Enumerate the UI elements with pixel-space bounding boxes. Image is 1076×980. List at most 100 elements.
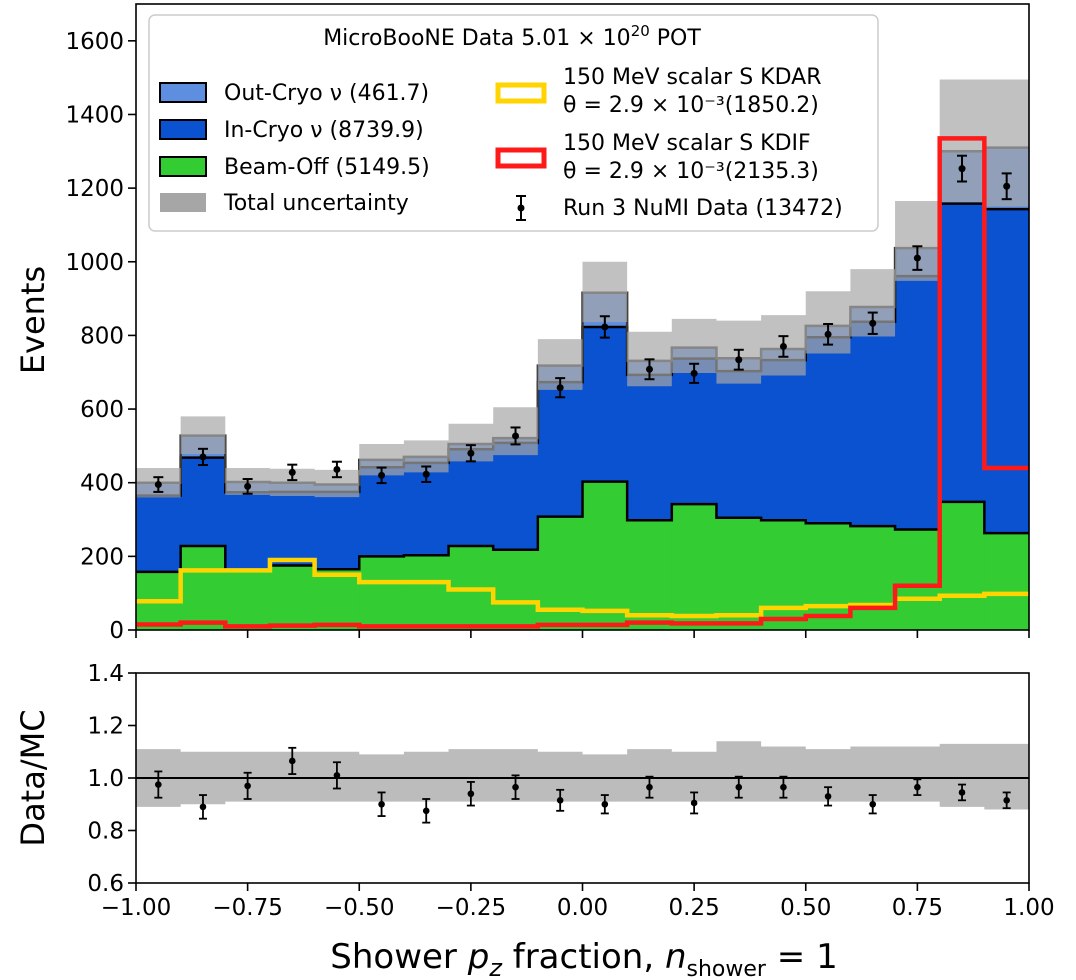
data-point-5	[376, 466, 387, 485]
ratio-y-tick-label-1: 0.8	[87, 819, 124, 845]
ratio-point-8	[511, 774, 520, 800]
stack-bar-beam-off-18	[939, 501, 985, 630]
x-tick-label-5: 0.25	[669, 895, 720, 921]
main-y-tick-label-8: 1600	[65, 29, 124, 55]
ratio-point-0	[154, 770, 163, 799]
legend: MicroBooNE Data 5.01 × 1020 POT Out-Cryo…	[148, 14, 879, 232]
x-tick-label-2: −0.50	[324, 895, 394, 921]
data-point-11	[644, 358, 655, 381]
ratio-point-13	[734, 775, 743, 799]
stack-bar-beam-off-5	[359, 556, 405, 630]
stack-bar-beam-off-19	[984, 533, 1030, 630]
legend-label-uncertainty: Total uncertainty	[223, 191, 409, 216]
main-y-tick-label-5: 1000	[65, 250, 124, 276]
main-y-tick-label-6: 1200	[65, 176, 124, 202]
stack-bar-in-cryo--1	[180, 457, 226, 547]
legend-frame	[148, 14, 879, 232]
x-tick-label-1: −0.75	[212, 895, 282, 921]
stack-bar-in-cryo--9	[537, 382, 584, 517]
stack-bar-in-cryo--4	[314, 491, 360, 570]
ratio-point-2	[243, 771, 252, 800]
ratio-point-14	[779, 775, 788, 799]
stack-bar-beam-off-13	[716, 517, 762, 630]
ratio-point-7	[466, 781, 475, 807]
stack-bar-beam-off-1	[180, 546, 226, 630]
main-y-tick-label-7: 1400	[65, 102, 124, 128]
ratio-point-11	[645, 775, 654, 799]
stack-bar-in-cryo--13	[716, 371, 762, 518]
ratio-point-6	[422, 798, 431, 824]
ratio-point-12	[690, 791, 699, 815]
main-y-tick-label-0: 0	[109, 618, 124, 644]
legend-swatch-beam-off	[159, 156, 207, 177]
stack-bar-in-cryo--8	[493, 442, 539, 550]
data-point-1	[197, 447, 208, 467]
ratio-point-16	[868, 794, 877, 815]
stack-bar-beam-off-15	[805, 523, 851, 630]
beam-off-outline	[136, 480, 1029, 574]
uncertainty-band-area	[136, 79, 1029, 498]
legend-swatch-out-cryo	[159, 82, 207, 103]
stack-bar-beam-off-2	[225, 570, 271, 630]
ratio-y-tick-label-0: 0.6	[87, 871, 124, 897]
stack-bar-in-cryo--10	[582, 326, 628, 482]
ratio-point-19	[1002, 791, 1011, 810]
ratio-point-4	[332, 761, 341, 790]
legend-swatch-kdif	[495, 147, 547, 169]
data-point-17	[912, 245, 923, 271]
stack-bar-in-cryo--16	[850, 321, 896, 527]
data-point-6	[421, 465, 432, 483]
data-point-10	[599, 315, 610, 339]
legend-label-beam-off: Beam-Off (5149.5)	[224, 155, 430, 180]
ratio-point-15	[824, 786, 833, 807]
main-y-tick-label-1: 200	[80, 544, 124, 570]
x-tick-label-7: 0.75	[892, 895, 943, 921]
stack-bar-beam-off-12	[671, 504, 718, 630]
data-point-16	[867, 311, 878, 335]
stack-bar-beam-off-14	[761, 520, 807, 630]
x-tick-label-3: −0.25	[436, 895, 506, 921]
data-point-9	[555, 377, 566, 399]
legend-swatch-in-cryo	[159, 119, 207, 140]
stack-bar-beam-off-3	[269, 565, 316, 630]
legend-swatch-uncertainty	[160, 193, 206, 212]
legend-label-kdif-line1: 150 MeV scalar S KDIF	[563, 131, 811, 156]
data-point-15	[823, 322, 834, 346]
data-point-14	[778, 335, 789, 358]
ratio-uncertainty-band	[136, 741, 1029, 810]
stack-bar-in-cryo--7	[448, 449, 494, 547]
legend-label-kdar-line1: 150 MeV scalar S KDAR	[563, 65, 822, 90]
x-tick-label-6: 0.50	[780, 895, 831, 921]
data-point-19	[1001, 172, 1012, 201]
stack-bar-beam-off-6	[403, 555, 450, 630]
ratio-point-17	[913, 778, 922, 796]
stack-bar-beam-off-4	[314, 569, 360, 630]
main-y-tick-label-4: 800	[80, 323, 124, 349]
ratio-point-3	[288, 746, 297, 775]
x-tick-label-8: 1.00	[1003, 895, 1054, 921]
ratio-point-5	[377, 791, 386, 817]
x-tick-label-4: 0.00	[557, 895, 608, 921]
stack-bar-in-cryo--14	[761, 360, 807, 521]
data-point-4	[331, 460, 342, 479]
signal-histograms	[136, 136, 1029, 629]
ratio-y-tick-label-2: 1.0	[87, 766, 124, 792]
stack-bar-beam-off-17	[895, 529, 941, 630]
kdif-signal-line	[136, 136, 1029, 629]
ratio-point-18	[958, 783, 967, 802]
ratio-panel	[136, 741, 1029, 824]
data-point-12	[689, 362, 700, 384]
legend-errorbar-icon	[516, 195, 526, 221]
stack-bar-beam-off-10	[582, 481, 628, 630]
legend-label-in-cryo: In-Cryo ν (8739.9)	[224, 118, 424, 143]
ratio-point-9	[556, 788, 565, 812]
stack-bar-in-cryo--19	[984, 209, 1030, 534]
x-tick-label-0: −1.00	[101, 895, 171, 921]
stack-bar-in-cryo--18	[939, 203, 985, 502]
stack-bar-in-cryo--15	[805, 337, 851, 524]
legend-label-kdar-line2: θ = 2.9 × 10⁻³(1850.2)	[563, 93, 819, 118]
data-point-13	[733, 348, 744, 371]
data-point-7	[465, 444, 476, 463]
stack-bar-beam-off-8	[493, 549, 539, 630]
ratio-y-tick-label-4: 1.4	[87, 661, 124, 687]
